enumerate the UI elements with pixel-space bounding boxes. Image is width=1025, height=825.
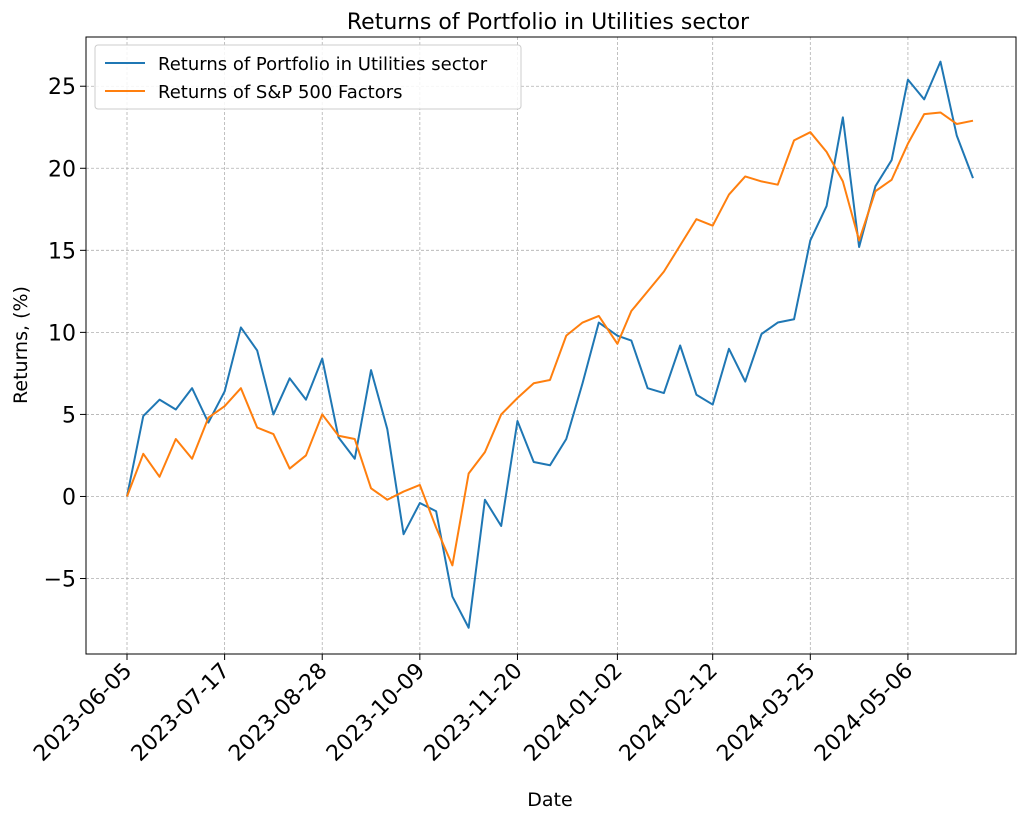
legend-label-sp500: Returns of S&P 500 Factors bbox=[158, 82, 403, 103]
y-tick-label: −5 bbox=[44, 568, 76, 593]
x-tick-label: 2024-03-25 bbox=[712, 659, 820, 767]
series-lines bbox=[126, 60, 974, 629]
x-tick-label: 2024-05-06 bbox=[810, 659, 918, 767]
legend-label-portfolio: Returns of Portfolio in Utilities sector bbox=[158, 54, 488, 75]
x-tick-label: 2023-10-09 bbox=[322, 659, 430, 767]
x-tick-label: 2023-08-28 bbox=[224, 659, 332, 767]
y-tick-label: 20 bbox=[48, 157, 76, 182]
x-axis-label: Date bbox=[527, 789, 572, 811]
axes: −5 0 5 10 15 20 25 2023-06-052023-07-172023-08-… bbox=[29, 75, 918, 766]
x-tick-label: 2024-02-12 bbox=[615, 659, 723, 767]
y-axis-label: Returns, (%) bbox=[10, 286, 32, 404]
series-line-sp500 bbox=[126, 111, 974, 567]
y-tick-label: 10 bbox=[48, 321, 76, 346]
series-line-portfolio bbox=[126, 60, 974, 629]
grid-lines bbox=[86, 37, 1016, 654]
x-tick-label: 2024-01-02 bbox=[520, 659, 628, 767]
x-tick-label: 2023-07-17 bbox=[127, 659, 235, 767]
chart-title: Returns of Portfolio in Utilities sector bbox=[347, 10, 750, 35]
y-tick-label: 15 bbox=[48, 239, 76, 264]
plot-area-frame bbox=[85, 36, 1017, 655]
legend: Returns of Portfolio in Utilities sector… bbox=[94, 44, 522, 110]
legend-box bbox=[94, 44, 522, 110]
x-tick-label: 2023-06-05 bbox=[29, 659, 137, 767]
y-tick-label: 25 bbox=[48, 75, 76, 100]
x-tick-label: 2023-11-20 bbox=[420, 659, 528, 767]
y-tick-label: 5 bbox=[62, 403, 76, 428]
y-tick-label: 0 bbox=[62, 485, 76, 510]
